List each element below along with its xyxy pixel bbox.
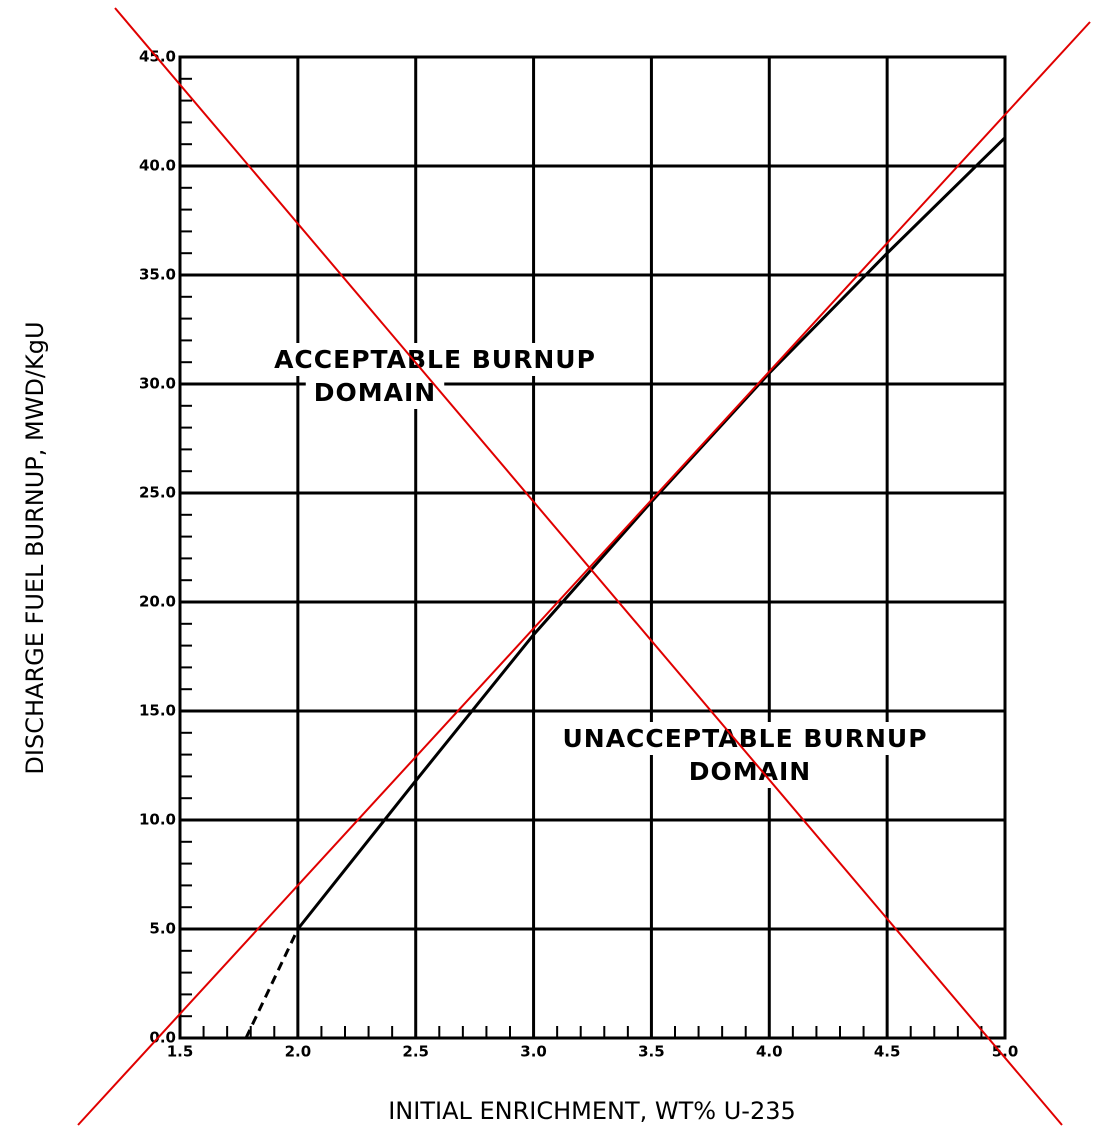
y-tick-label: 25.0: [139, 484, 176, 502]
annotation-background: [305, 376, 445, 409]
annotation: UNACCEPTABLE BURNUP: [562, 724, 927, 753]
y-tick-label: 10.0: [139, 811, 176, 829]
annotation-background: [266, 343, 604, 376]
y-tick-label: 15.0: [139, 702, 176, 720]
x-tick-label: 3.0: [520, 1043, 547, 1061]
data-line: [244, 928, 300, 1039]
y-tick-label: 40.0: [139, 157, 176, 175]
cross-out-line: [114, 7, 1063, 1126]
x-tick-label: 2.0: [285, 1043, 312, 1061]
annotation: DOMAIN: [689, 757, 811, 786]
y-axis-label: DISCHARGE FUEL BURNUP, MWD/KgU: [21, 321, 49, 774]
x-axis-label: INITIAL ENRICHMENT, WT% U-235: [388, 1097, 796, 1125]
y-tick-label: 20.0: [139, 593, 176, 611]
y-tick-label: 5.0: [149, 920, 176, 938]
y-tick-label: 45.0: [139, 48, 176, 66]
data-line: [296, 136, 1007, 930]
x-tick-label: 4.5: [874, 1043, 901, 1061]
annotation-background: [680, 755, 820, 788]
annotations: ACCEPTABLE BURNUP DOMAIN UNACCEPTABLE BURN…: [266, 343, 936, 788]
annotation: DOMAIN: [314, 378, 436, 407]
x-tick-label: 1.5: [167, 1043, 194, 1061]
plot-frame: [178, 55, 1007, 1040]
annotation: ACCEPTABLE BURNUP: [274, 345, 596, 374]
y-tick-label: 35.0: [139, 266, 176, 284]
x-tick-label: 3.5: [638, 1043, 665, 1061]
cross-out-line: [77, 21, 1091, 1126]
x-tick-label: 4.0: [756, 1043, 783, 1061]
annotation-background: [554, 722, 936, 755]
y-tick-label: 0.0: [149, 1029, 176, 1047]
y-tick-label: 30.0: [139, 375, 176, 393]
x-tick-label: 2.5: [402, 1043, 429, 1061]
x-tick-label: 5.0: [992, 1043, 1019, 1061]
